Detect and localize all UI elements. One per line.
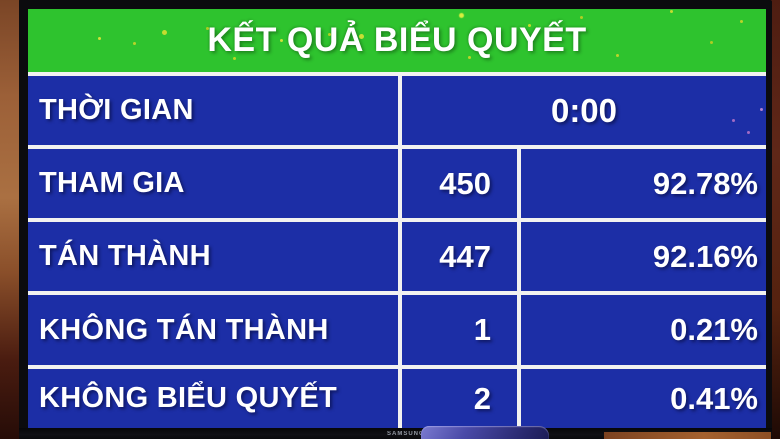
row-label: THỜI GIAN (39, 94, 194, 126)
screen-glare-specks (402, 76, 405, 79)
tv-screen: KẾT QUẢ BIỂU QUYẾT THỜI GIAN 0:00 THAM G… (28, 9, 766, 428)
row-label: TÁN THÀNH (39, 240, 211, 272)
row-label-cell: TÁN THÀNH (28, 222, 398, 291)
chair-back-silhouette (421, 426, 549, 439)
row-count: 447 (439, 238, 491, 274)
row-count-cell: 447 (402, 222, 517, 291)
row-percent-cell: 92.78% (521, 149, 766, 218)
row-label-cell: KHÔNG TÁN THÀNH (28, 295, 398, 365)
table-row-participate: THAM GIA 450 92.78% (28, 149, 766, 218)
table-row-abstain: KHÔNG BIỂU QUYẾT 2 0.41% (28, 369, 766, 428)
row-label: KHÔNG BIỂU QUYẾT (39, 382, 338, 414)
row-label-cell: KHÔNG BIỂU QUYẾT (28, 369, 398, 428)
row-label: THAM GIA (39, 167, 185, 199)
row-count-cell: 2 (402, 369, 517, 428)
tv-bottom-bezel: SAMSUNG (19, 428, 772, 439)
time-value: 0:00 (550, 91, 618, 129)
row-count: 2 (473, 380, 491, 416)
row-percent: 0.41% (670, 380, 758, 416)
screen-glare-specks (28, 9, 31, 12)
row-percent: 92.78% (652, 165, 758, 201)
row-percent-cell: 0.41% (521, 369, 766, 428)
table-row-disapprove: KHÔNG TÁN THÀNH 1 0.21% (28, 295, 766, 365)
row-percent: 92.16% (652, 238, 758, 274)
results-title: KẾT QUẢ BIỂU QUYẾT (207, 21, 587, 59)
row-percent-cell: 92.16% (521, 222, 766, 291)
row-count-cell: 450 (402, 149, 517, 218)
time-value-cell: 0:00 (402, 76, 766, 145)
wall-bottom-right (604, 432, 771, 439)
row-label-cell: THAM GIA (28, 149, 398, 218)
table-row-time: THỜI GIAN 0:00 (28, 76, 766, 145)
time-label-cell: THỜI GIAN (28, 76, 398, 145)
row-count-cell: 1 (402, 295, 517, 365)
tv-bezel: KẾT QUẢ BIỂU QUYẾT THỜI GIAN 0:00 THAM G… (19, 0, 772, 439)
row-percent-cell: 0.21% (521, 295, 766, 365)
row-percent: 0.21% (670, 312, 758, 347)
row-label: KHÔNG TÁN THÀNH (39, 313, 329, 346)
row-count: 1 (473, 312, 491, 347)
tv-brand-logo: SAMSUNG (387, 431, 425, 437)
row-count: 450 (439, 165, 491, 201)
table-row-approve: TÁN THÀNH 447 92.16% (28, 222, 766, 291)
wall-left (0, 0, 19, 439)
wall-right (771, 0, 780, 439)
title-band: KẾT QUẢ BIỂU QUYẾT (28, 9, 766, 72)
